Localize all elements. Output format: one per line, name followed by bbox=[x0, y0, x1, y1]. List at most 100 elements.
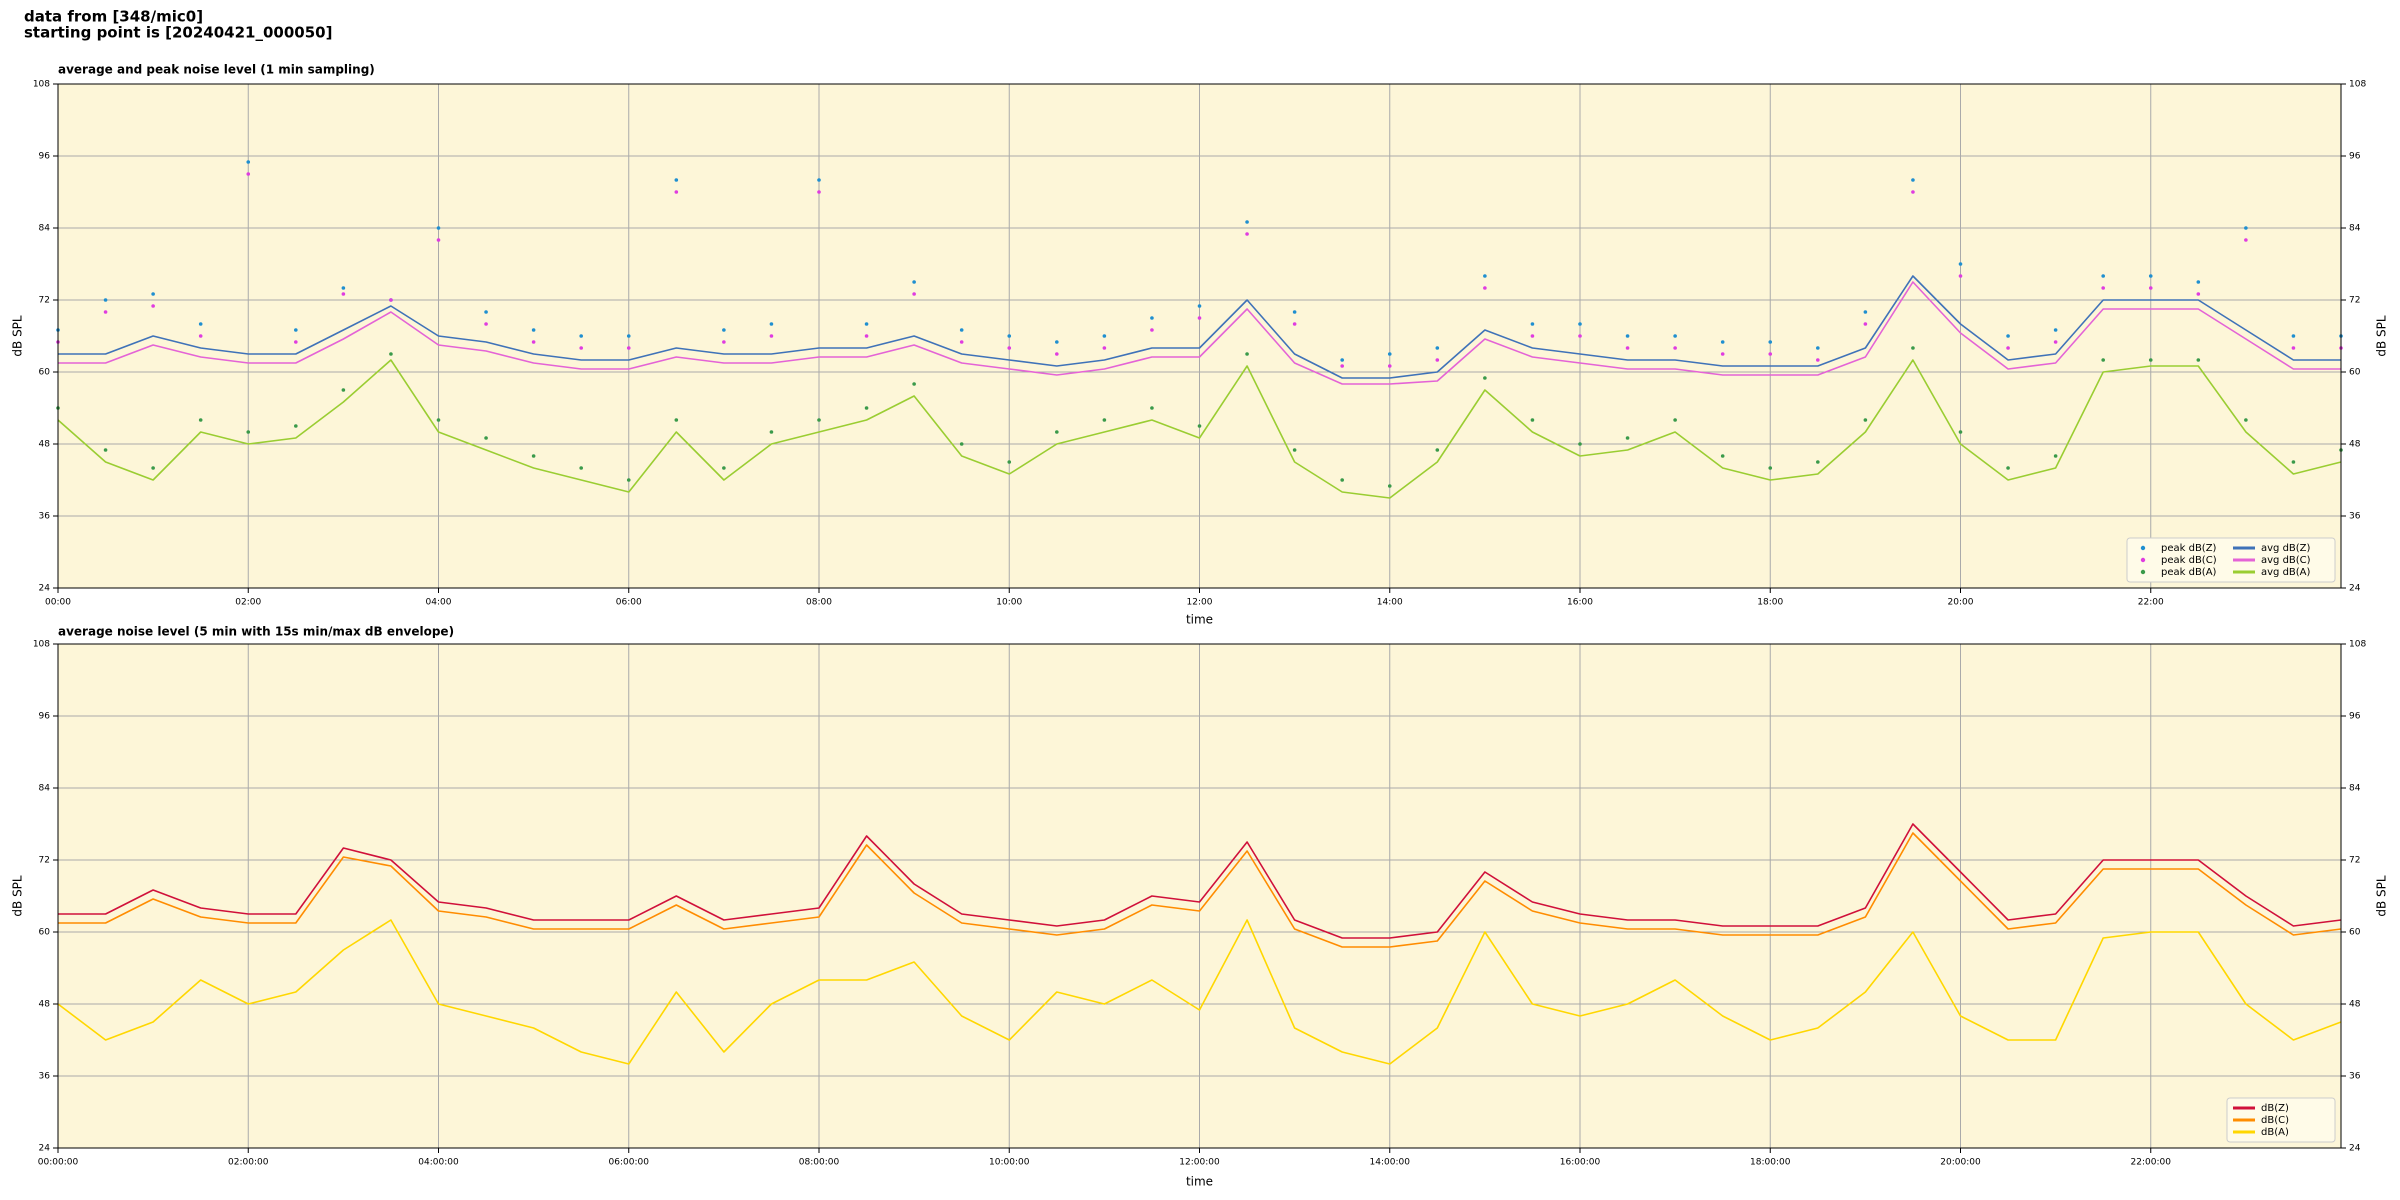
x-tick-label: 00:00 bbox=[45, 598, 71, 608]
y-tick-label: 72 bbox=[39, 296, 50, 306]
y-tick-label: 24 bbox=[2349, 584, 2361, 594]
series-line bbox=[58, 275, 2341, 379]
peak-point bbox=[1530, 334, 1535, 338]
x-tick-label: 20:00 bbox=[1948, 598, 1974, 608]
peak-point bbox=[1863, 310, 1868, 314]
y-axis-label: dB SPL bbox=[11, 875, 25, 917]
peak-point bbox=[1578, 442, 1582, 446]
x-tick-label: 04:00 bbox=[426, 598, 452, 608]
peak-point bbox=[1483, 376, 1487, 380]
peak-point bbox=[1911, 190, 1915, 194]
peak-point bbox=[1435, 448, 1440, 452]
y-tick-label: 72 bbox=[2349, 856, 2360, 866]
peak-point bbox=[1863, 418, 1868, 422]
peak-point bbox=[1530, 322, 1535, 326]
peak-point bbox=[2196, 292, 2201, 296]
peak-point bbox=[1150, 328, 1154, 332]
peak-point bbox=[2053, 328, 2058, 332]
peak-point bbox=[1483, 286, 1487, 290]
x-tick-label: 22:00:00 bbox=[2131, 1158, 2172, 1168]
peak-point bbox=[1530, 418, 1535, 422]
peak-point bbox=[2101, 358, 2105, 362]
peak-point bbox=[1625, 436, 1630, 440]
peak-point bbox=[198, 322, 203, 326]
y-tick-label: 96 bbox=[39, 712, 51, 722]
series-line bbox=[58, 832, 2342, 948]
legend-label: peak dB(Z) bbox=[2161, 543, 2217, 554]
peak-point bbox=[1055, 430, 1059, 434]
peak-point bbox=[1958, 262, 1963, 266]
peak-point bbox=[817, 178, 821, 182]
peak-point bbox=[1911, 346, 1915, 350]
peak-point bbox=[389, 298, 393, 302]
peak-point bbox=[817, 190, 821, 194]
header-line: starting point is [20240421_000050] bbox=[24, 24, 332, 42]
peak-point bbox=[1150, 406, 1154, 410]
peak-point bbox=[484, 322, 488, 326]
peak-point bbox=[2006, 334, 2010, 338]
x-tick-label: 12:00 bbox=[1187, 598, 1213, 608]
peak-point bbox=[103, 310, 108, 314]
peak-point bbox=[1340, 358, 1344, 362]
plot-frame bbox=[57, 643, 2342, 1149]
peak-point bbox=[1816, 460, 1820, 464]
y-tick-label: 24 bbox=[39, 584, 51, 594]
peak-point bbox=[341, 292, 346, 296]
peak-point bbox=[864, 322, 869, 326]
series-line bbox=[57, 359, 2342, 499]
peak-point bbox=[912, 280, 916, 284]
y-tick-label: 108 bbox=[2349, 640, 2366, 650]
x-tick-label: 10:00 bbox=[996, 598, 1022, 608]
x-tick-label: 22:00 bbox=[2138, 598, 2164, 608]
peak-point bbox=[864, 406, 869, 410]
y-tick-label: 108 bbox=[2349, 80, 2366, 90]
peak-point bbox=[769, 334, 774, 338]
peak-point bbox=[959, 442, 964, 446]
peak-point bbox=[2006, 346, 2010, 350]
peak-point bbox=[436, 418, 441, 422]
legend-label: dB(Z) bbox=[2261, 1103, 2289, 1114]
peak-point bbox=[151, 466, 155, 470]
peak-point bbox=[674, 418, 679, 422]
legend-marker bbox=[2140, 545, 2146, 551]
x-tick-label: 18:00:00 bbox=[1750, 1158, 1791, 1168]
peak-point bbox=[579, 334, 583, 338]
x-tick-label: 10:00:00 bbox=[989, 1158, 1030, 1168]
peak-point bbox=[484, 310, 488, 314]
peak-point bbox=[912, 382, 916, 386]
peak-point bbox=[103, 448, 108, 452]
peak-point bbox=[626, 478, 631, 482]
peak-point bbox=[1958, 274, 1963, 278]
peak-point bbox=[579, 466, 583, 470]
y-tick-label: 72 bbox=[39, 856, 50, 866]
y-tick-label: 36 bbox=[39, 512, 51, 522]
legend-marker bbox=[2140, 557, 2146, 563]
y-tick-label: 84 bbox=[2349, 784, 2361, 794]
x-tick-label: 06:00:00 bbox=[609, 1158, 650, 1168]
x-tick-label: 04:00:00 bbox=[418, 1158, 459, 1168]
peak-point bbox=[769, 322, 774, 326]
peak-point bbox=[579, 346, 583, 350]
peak-point bbox=[1483, 274, 1487, 278]
legend-label: dB(C) bbox=[2261, 1115, 2289, 1126]
peak-point bbox=[1435, 346, 1440, 350]
peak-point bbox=[1387, 352, 1392, 356]
peak-point bbox=[1102, 334, 1107, 338]
y-tick-label: 24 bbox=[39, 1144, 51, 1154]
peak-point bbox=[2053, 340, 2058, 344]
peak-point bbox=[1007, 346, 1012, 350]
y-axis-label: dB SPL bbox=[2375, 315, 2389, 357]
peak-point bbox=[1245, 352, 1249, 356]
x-axis-label: time bbox=[1186, 1175, 1213, 1189]
peak-point bbox=[626, 334, 631, 338]
peak-point bbox=[436, 238, 441, 242]
x-tick-label: 12:00:00 bbox=[1179, 1158, 1220, 1168]
peak-point bbox=[1245, 232, 1249, 236]
peak-point bbox=[1055, 340, 1059, 344]
peak-point bbox=[1673, 418, 1677, 422]
y-tick-label: 60 bbox=[2349, 928, 2361, 938]
legend-label: avg dB(Z) bbox=[2261, 543, 2311, 554]
peak-point bbox=[1768, 340, 1773, 344]
peak-point bbox=[246, 430, 251, 434]
